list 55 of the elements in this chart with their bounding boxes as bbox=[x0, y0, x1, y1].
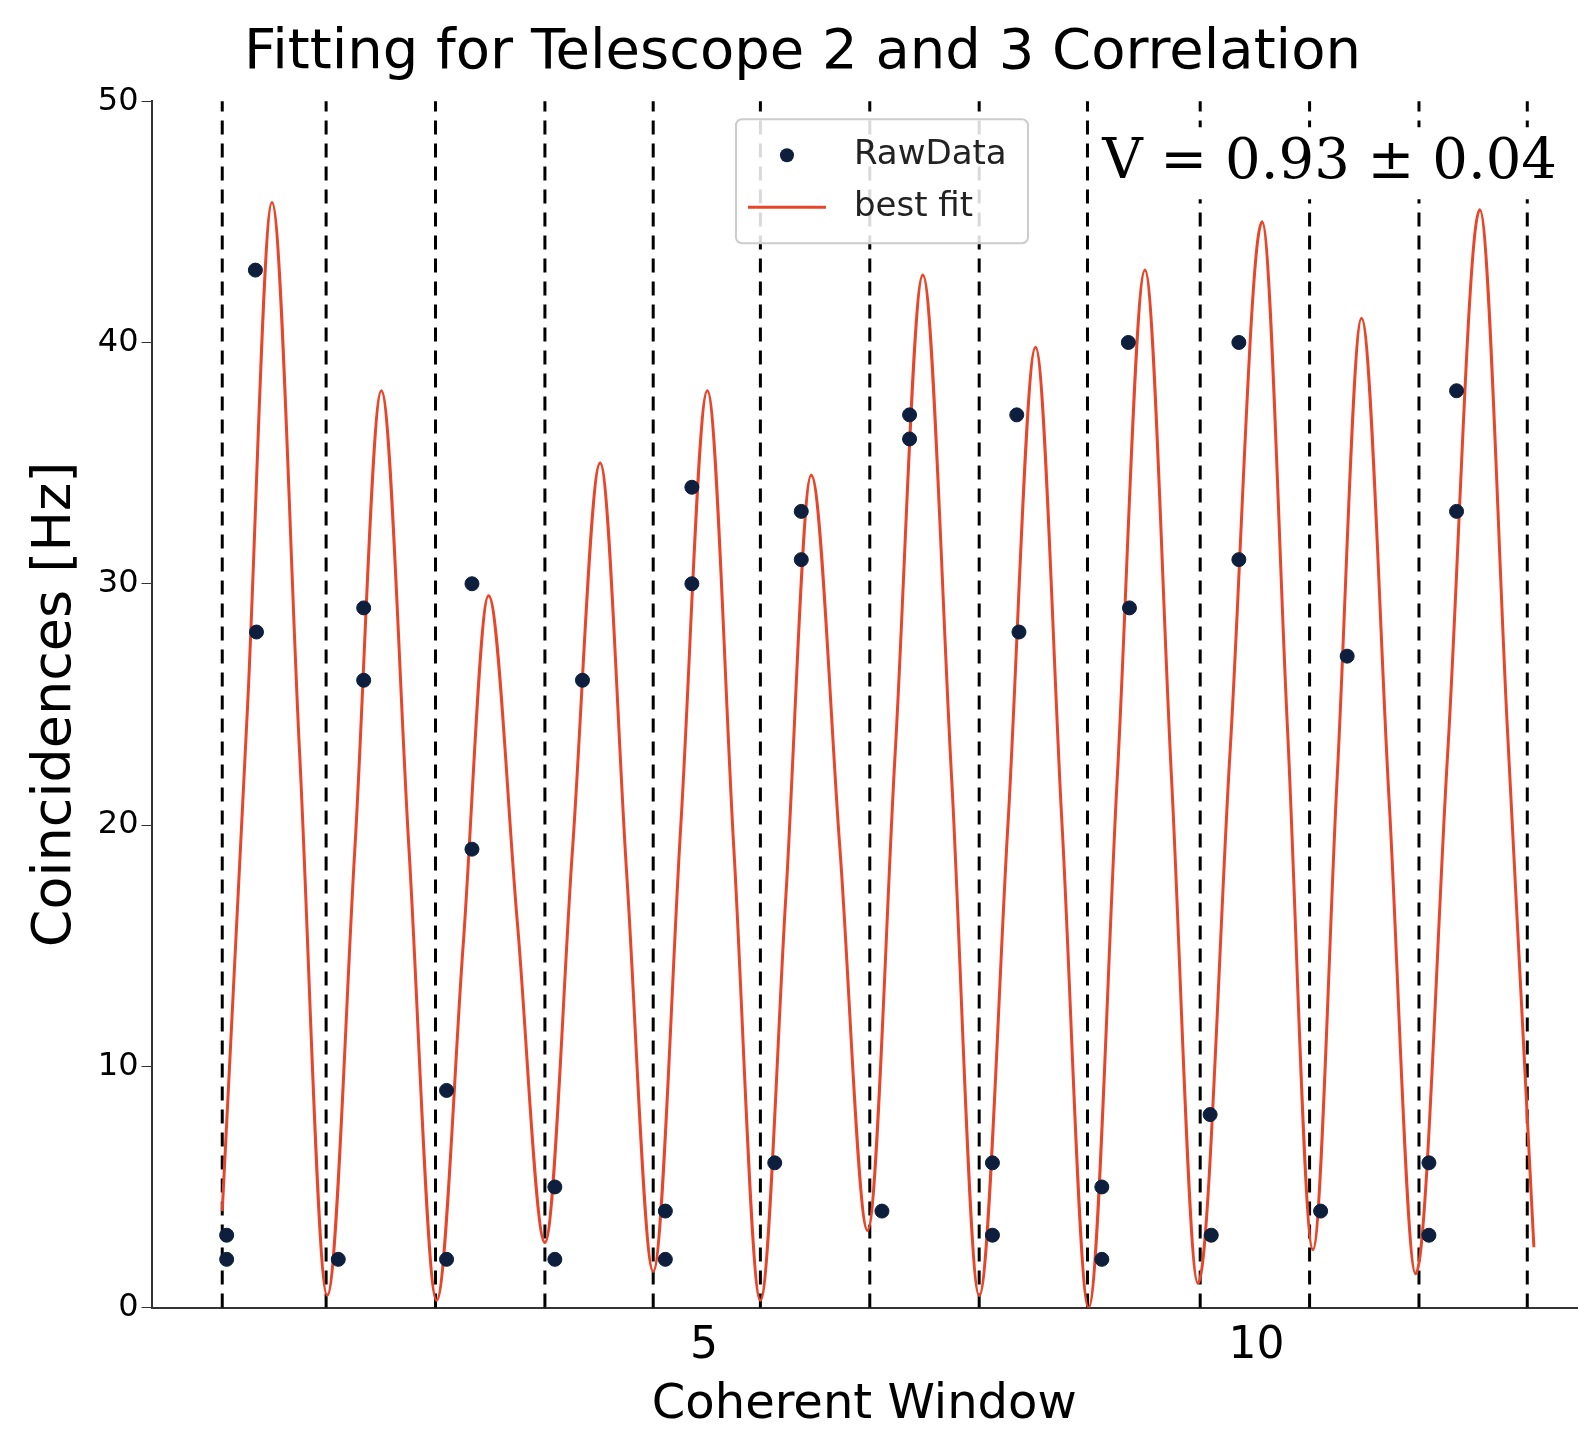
point bbox=[247, 262, 263, 278]
point bbox=[330, 1251, 346, 1267]
point bbox=[356, 600, 372, 616]
point bbox=[547, 1179, 563, 1195]
point bbox=[793, 552, 809, 568]
point bbox=[249, 624, 264, 640]
point bbox=[1421, 1227, 1437, 1243]
point bbox=[1449, 383, 1465, 399]
point bbox=[1231, 334, 1247, 350]
point bbox=[1202, 1107, 1218, 1123]
point bbox=[684, 576, 700, 592]
point bbox=[1120, 334, 1136, 350]
y-tick-label: 10 bbox=[97, 1044, 139, 1083]
point bbox=[657, 1251, 673, 1267]
point bbox=[1009, 407, 1025, 423]
point bbox=[464, 841, 480, 857]
point bbox=[439, 1082, 455, 1098]
y-axis-title: Coincidences [Hz] bbox=[20, 461, 84, 948]
point bbox=[1339, 648, 1355, 664]
x-tick-label: 5 bbox=[690, 1317, 719, 1369]
legend-label: RawData bbox=[853, 132, 1007, 173]
point bbox=[547, 1251, 563, 1267]
y-tick-label: 50 bbox=[97, 79, 139, 118]
y-tick-label: 40 bbox=[97, 320, 139, 359]
y-tick-label: 30 bbox=[97, 562, 139, 601]
point bbox=[902, 431, 918, 447]
y-tick-label: 0 bbox=[118, 1285, 139, 1324]
point bbox=[793, 503, 809, 519]
point bbox=[874, 1203, 890, 1219]
point bbox=[219, 1227, 235, 1243]
point bbox=[767, 1155, 783, 1171]
point bbox=[984, 1227, 1000, 1243]
point bbox=[1231, 552, 1247, 568]
point bbox=[356, 672, 372, 688]
point bbox=[1094, 1179, 1110, 1195]
point bbox=[219, 1251, 235, 1267]
point bbox=[684, 479, 700, 495]
y-tick-label: 20 bbox=[97, 803, 139, 842]
point bbox=[574, 672, 590, 688]
point bbox=[1203, 1227, 1219, 1243]
point bbox=[902, 407, 918, 423]
point bbox=[984, 1155, 1000, 1171]
x-axis-title: Coherent Window bbox=[651, 1372, 1077, 1429]
annotation: V = 0.93 ± 0.04 bbox=[1101, 125, 1557, 191]
point bbox=[1449, 503, 1465, 519]
point bbox=[1094, 1251, 1110, 1267]
point bbox=[1011, 624, 1027, 640]
point bbox=[1313, 1203, 1329, 1219]
legend-label: best fit bbox=[853, 184, 974, 225]
chart-title: Fitting for Telescope 2 and 3 Correlation bbox=[244, 16, 1361, 82]
point bbox=[1121, 600, 1137, 616]
point bbox=[1421, 1155, 1437, 1171]
point bbox=[657, 1203, 673, 1219]
point bbox=[439, 1251, 455, 1267]
point bbox=[464, 576, 480, 592]
